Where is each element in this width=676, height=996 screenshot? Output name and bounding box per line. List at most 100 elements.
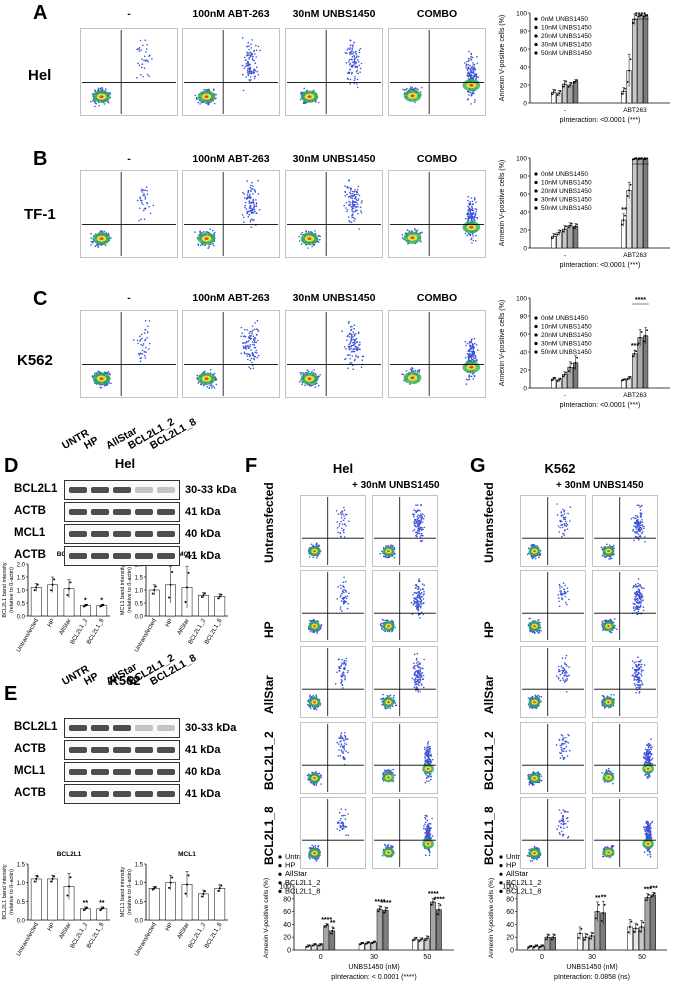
flow-a-1-event <box>136 76 138 79</box>
flow-b-2-event <box>251 181 253 184</box>
flow-b-2-event <box>204 244 206 247</box>
flow-c-3-event <box>348 332 351 335</box>
flow-b-3-event <box>317 234 320 237</box>
flow-c-2-event <box>245 345 247 347</box>
flow-b-2-event <box>242 191 244 194</box>
flow-a-2-event <box>249 51 252 54</box>
data-point <box>622 90 625 93</box>
flow-b-3-event <box>349 204 352 206</box>
flow-b-3-event <box>307 247 309 249</box>
flow-c-4-event <box>410 369 413 371</box>
flow-c-4-event <box>473 357 475 359</box>
data-point <box>551 93 553 95</box>
flow-a-3-event <box>348 59 351 61</box>
data-point <box>570 82 573 85</box>
flow-c-2-event <box>244 342 246 344</box>
data-point <box>646 329 648 332</box>
flow-a-1-event <box>145 59 147 61</box>
flow-a-4-event <box>470 76 472 78</box>
legend-marker <box>278 864 282 868</box>
flow-b-3-event <box>346 193 348 196</box>
data-point <box>576 223 578 226</box>
data-point <box>562 85 564 88</box>
flow-b-3-event <box>356 188 359 191</box>
flow-c-2-event <box>254 341 256 344</box>
flow-c-1-event <box>143 332 146 334</box>
flow-a-2-event <box>206 89 209 91</box>
flow-b-4-event <box>414 229 416 231</box>
flow-a-2-event <box>248 45 250 47</box>
flow-b-3-event <box>344 195 346 197</box>
data-point <box>360 942 363 945</box>
flow-b-4-svg <box>388 170 486 258</box>
data-point <box>639 930 641 933</box>
panel-letter-g: G <box>470 455 486 477</box>
chart-title: MCL1 <box>178 551 196 558</box>
flow-b-3-event <box>298 240 301 242</box>
flow-b-3-event <box>355 201 358 204</box>
flow-c-2-event <box>208 387 210 389</box>
flow-c-4-event <box>472 347 475 350</box>
bar <box>632 158 638 249</box>
category-label: AllStar <box>177 922 191 940</box>
flow-a-4-event <box>474 69 477 71</box>
flow-g-treat-1-event <box>644 541 646 543</box>
data-point <box>552 91 555 94</box>
data-point <box>332 927 335 930</box>
flow-c-4-event <box>466 353 469 355</box>
flow-b-2-event <box>255 199 257 201</box>
flow-f-treat-1-event <box>418 523 421 526</box>
flow-c-2-event <box>248 332 251 335</box>
flow-a-3-event <box>353 62 356 64</box>
flow-c-1-event <box>109 373 111 376</box>
data-point <box>69 581 72 584</box>
flow-a-3-event <box>351 61 354 64</box>
flow-b-1-event <box>97 244 99 247</box>
flow-a-1-event <box>138 47 141 49</box>
flow-f-treat-1-event <box>413 515 415 518</box>
flow-c-3-event <box>349 341 352 343</box>
legend-marker <box>534 341 538 346</box>
significance-label: * <box>84 597 87 604</box>
flow-a-1-event <box>98 104 100 107</box>
flow-a-2-event <box>256 70 259 73</box>
category-label: BCL2L1_8 <box>86 617 106 645</box>
flow-c-1-event <box>144 329 146 331</box>
flow-a-3-event <box>359 67 362 70</box>
flow-a-2-event <box>207 89 210 91</box>
flow-c-2-event <box>254 337 257 340</box>
flow-c-3-event <box>357 348 359 351</box>
flow-c-2-event <box>246 355 248 357</box>
condition-header-c-2: 100nM ABT-263 <box>192 292 270 304</box>
flow-a-2-event <box>241 64 244 67</box>
flow-b-3-event <box>349 195 351 198</box>
data-point <box>33 589 36 592</box>
flow-a-2-event <box>253 72 255 74</box>
flow-b-3-event <box>350 196 352 199</box>
flow-b-3-event <box>355 193 358 196</box>
flow-b-2-event <box>248 202 251 204</box>
flow-c-4-event <box>465 383 468 385</box>
flow-f-treat-1-event <box>415 522 417 525</box>
flow-c-4-event <box>414 369 417 372</box>
flow-c-1-event <box>139 352 142 355</box>
flow-a-4-event <box>470 53 473 56</box>
flow-c-4-frame <box>388 310 486 398</box>
flow-c-3-event <box>341 330 343 332</box>
flow-b-3-event <box>347 216 350 218</box>
group-label: ABT263 <box>623 252 647 259</box>
y-axis-label: (relative to ß-actin) <box>127 567 133 613</box>
flow-g-ctrl-1-event <box>561 526 564 529</box>
flow-b-1-event <box>142 203 144 206</box>
legend-entry: 30nM UNBS1450 <box>541 197 592 204</box>
data-point <box>380 905 382 908</box>
data-point <box>577 936 580 939</box>
data-point <box>554 376 556 379</box>
flow-g-treat-1-event <box>641 504 643 507</box>
flow-b-2-event <box>248 200 251 202</box>
flow-g-treat-1-event <box>640 512 643 515</box>
flow-a-4-event <box>472 62 474 64</box>
flow-b-3-event <box>300 243 303 245</box>
data-point <box>650 895 653 898</box>
flow-b-1-event <box>140 199 143 202</box>
